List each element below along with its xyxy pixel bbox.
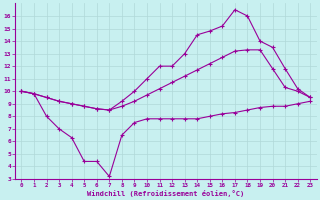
- X-axis label: Windchill (Refroidissement éolien,°C): Windchill (Refroidissement éolien,°C): [87, 190, 244, 197]
